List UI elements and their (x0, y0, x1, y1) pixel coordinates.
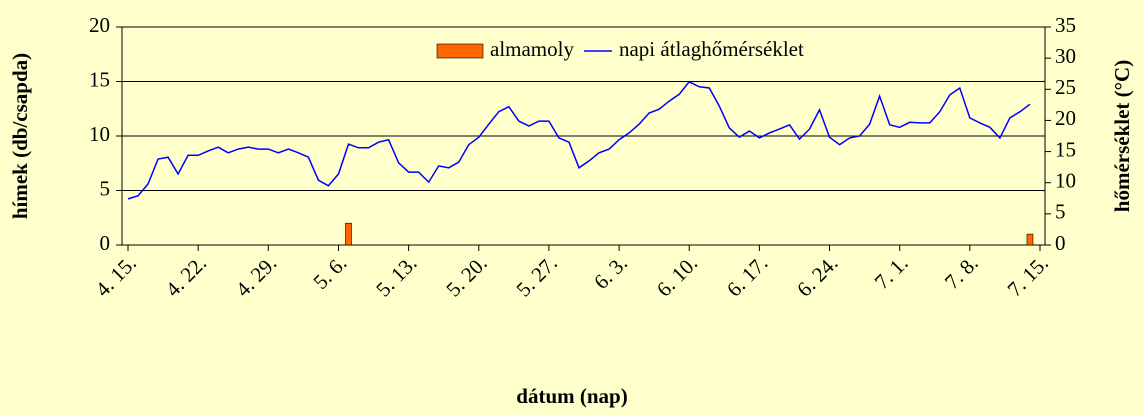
y-tick-label: 0 (100, 231, 111, 255)
bar (345, 222, 352, 246)
y2-axis-title: hőmérséklet (°C) (1110, 60, 1134, 212)
y-tick-label: 20 (89, 13, 110, 37)
legend-swatch (436, 43, 484, 59)
y2-tick-label: 10 (1055, 169, 1076, 193)
y2-tick-label: 15 (1055, 137, 1076, 161)
y-tick-label: 10 (89, 122, 110, 146)
y2-tick-label: 5 (1055, 200, 1066, 224)
y-tick-label: 15 (89, 67, 110, 91)
y2-tick-label: 20 (1055, 106, 1076, 130)
line (127, 80, 1031, 200)
x-axis-title: dátum (nap) (516, 384, 627, 408)
bar (1026, 233, 1034, 246)
y2-tick-label: 35 (1055, 13, 1076, 37)
legend-label: napi átlaghőmérséklet (619, 37, 804, 61)
y2-tick-label: 25 (1055, 75, 1076, 99)
legend-label: almamoly (490, 37, 574, 61)
y-axis-title: hímek (db/csapda) (8, 53, 32, 219)
y2-tick-label: 0 (1055, 231, 1066, 255)
y-tick-label: 5 (100, 176, 111, 200)
y2-tick-label: 30 (1055, 44, 1076, 68)
